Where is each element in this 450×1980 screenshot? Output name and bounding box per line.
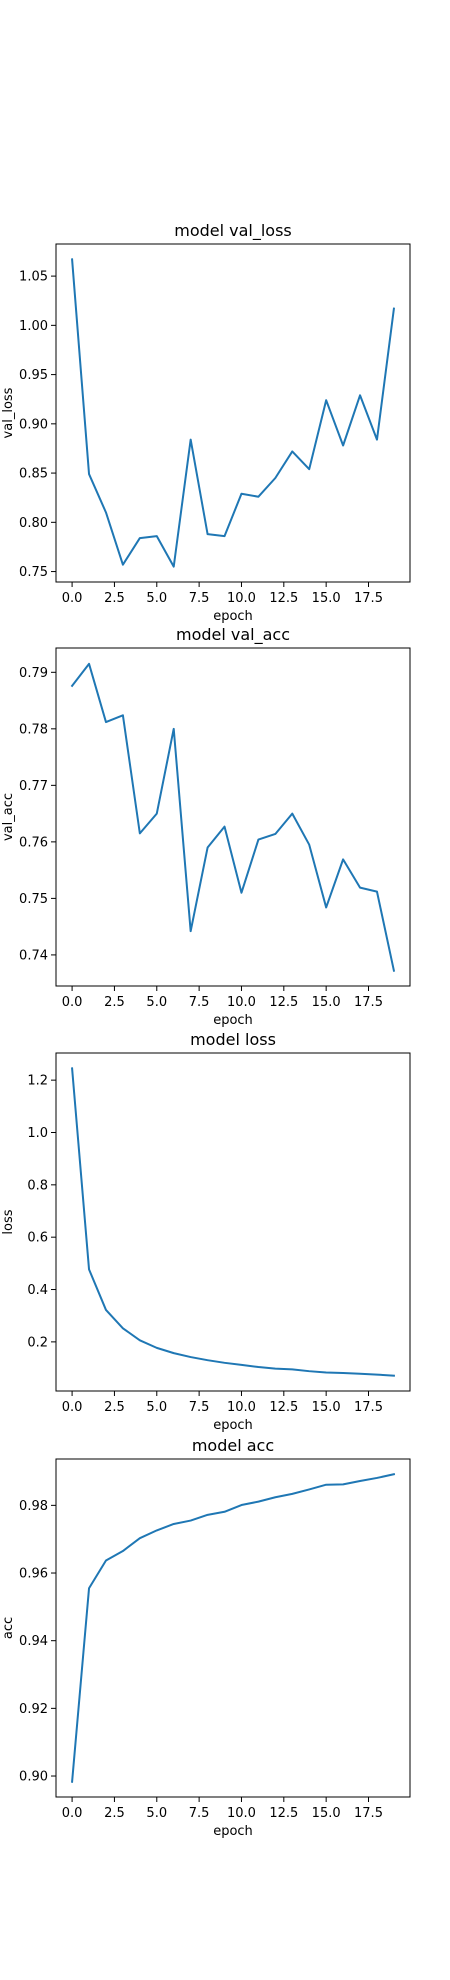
x-tick-label: 10.0 (227, 591, 256, 606)
y-tick-label: 0.80 (19, 516, 48, 531)
x-tick-label: 17.5 (354, 1806, 383, 1821)
y-tick-label: 0.79 (19, 666, 48, 681)
y-axis-label: acc (1, 1617, 16, 1639)
x-tick-label: 15.0 (312, 995, 341, 1010)
x-tick-label: 17.5 (354, 1400, 383, 1415)
x-tick-label: 7.5 (189, 591, 210, 606)
x-tick-label: 17.5 (354, 995, 383, 1010)
chart-0: model val_loss 0.0 2.5 5.0 7.5 10.0 12.5 15.0 17… (1, 221, 411, 624)
y-axis-label: loss (1, 1209, 16, 1234)
x-tick-label: 5.0 (146, 1400, 167, 1415)
series-line (71, 1067, 395, 1377)
y-tick-label: 0.96 (19, 1567, 48, 1582)
y-tick-label: 1.0 (27, 1126, 48, 1141)
chart-title: model loss (190, 1030, 276, 1049)
x-tick-label: 10.0 (227, 1806, 256, 1821)
y-tick-label: 0.6 (27, 1231, 48, 1246)
y-tick-label: 0.74 (19, 948, 48, 963)
axes-frame (55, 1052, 411, 1392)
x-tick-label: 15.0 (312, 1806, 341, 1821)
x-tick-label: 2.5 (104, 591, 125, 606)
x-tick-label: 7.5 (189, 1400, 210, 1415)
x-tick-label: 2.5 (104, 995, 125, 1010)
y-tick-label: 0.76 (19, 835, 48, 850)
x-tick-label: 12.5 (269, 1806, 298, 1821)
y-tick-label: 0.75 (19, 565, 48, 580)
x-tick-label: 17.5 (354, 591, 383, 606)
x-tick-label: 0.0 (62, 1806, 83, 1821)
x-tick-label: 5.0 (146, 995, 167, 1010)
x-tick-label: 0.0 (62, 591, 83, 606)
chart-2: model loss 0.0 2.5 5.0 7.5 10.0 12.5 15.0 17.5 0.… (1, 1030, 411, 1433)
chart-title: model val_acc (176, 625, 290, 645)
y-axis-label: val_acc (1, 793, 16, 841)
x-tick-label: 5.0 (146, 591, 167, 606)
x-axis-label: epoch (213, 1824, 253, 1839)
series-line (71, 258, 396, 568)
y-tick-label: 1.05 (19, 270, 48, 285)
x-tick-label: 15.0 (312, 1400, 341, 1415)
y-tick-label: 0.92 (19, 1702, 48, 1717)
x-tick-label: 12.5 (269, 591, 298, 606)
y-tick-label: 0.98 (19, 1499, 48, 1514)
x-tick-label: 10.0 (227, 995, 256, 1010)
y-tick-label: 0.78 (19, 722, 48, 737)
axes-frame (55, 1458, 411, 1798)
y-tick-label: 0.90 (19, 417, 48, 432)
chart-1: model val_acc 0.0 2.5 5.0 7.5 10.0 12.5 15.0 17.… (1, 625, 411, 1028)
series-line (71, 1473, 396, 1783)
chart-title: model val_loss (174, 221, 292, 241)
y-axis-label: val_loss (1, 387, 16, 438)
y-tick-label: 0.8 (27, 1178, 48, 1193)
x-tick-label: 0.0 (62, 995, 83, 1010)
x-tick-label: 12.5 (269, 1400, 298, 1415)
axes-frame (55, 647, 411, 987)
x-tick-label: 15.0 (312, 591, 341, 606)
y-tick-label: 0.94 (19, 1634, 48, 1649)
chart-title: model acc (192, 1436, 274, 1455)
y-tick-label: 0.75 (19, 892, 48, 907)
axes-frame (55, 243, 411, 583)
y-tick-label: 0.77 (19, 779, 48, 794)
chart-3: model acc 0.0 2.5 5.0 7.5 10.0 12.5 15.0 17.5 0.9… (1, 1436, 411, 1839)
y-tick-label: 0.90 (19, 1770, 48, 1785)
x-axis-label: epoch (213, 1418, 253, 1433)
x-tick-label: 2.5 (104, 1400, 125, 1415)
y-tick-label: 0.85 (19, 467, 48, 482)
y-tick-label: 0.4 (27, 1283, 48, 1298)
x-tick-label: 10.0 (227, 1400, 256, 1415)
x-axis-label: epoch (213, 609, 253, 624)
x-tick-label: 0.0 (62, 1400, 83, 1415)
y-tick-label: 0.2 (27, 1335, 48, 1350)
series-line (70, 662, 396, 972)
x-tick-label: 7.5 (189, 1806, 210, 1821)
y-tick-label: 1.2 (27, 1074, 48, 1089)
x-tick-label: 12.5 (269, 995, 298, 1010)
x-tick-label: 2.5 (104, 1806, 125, 1821)
y-tick-label: 1.00 (19, 319, 48, 334)
x-tick-label: 5.0 (146, 1806, 167, 1821)
x-tick-label: 7.5 (189, 995, 210, 1010)
y-tick-label: 0.95 (19, 368, 48, 383)
x-axis-label: epoch (213, 1013, 253, 1028)
